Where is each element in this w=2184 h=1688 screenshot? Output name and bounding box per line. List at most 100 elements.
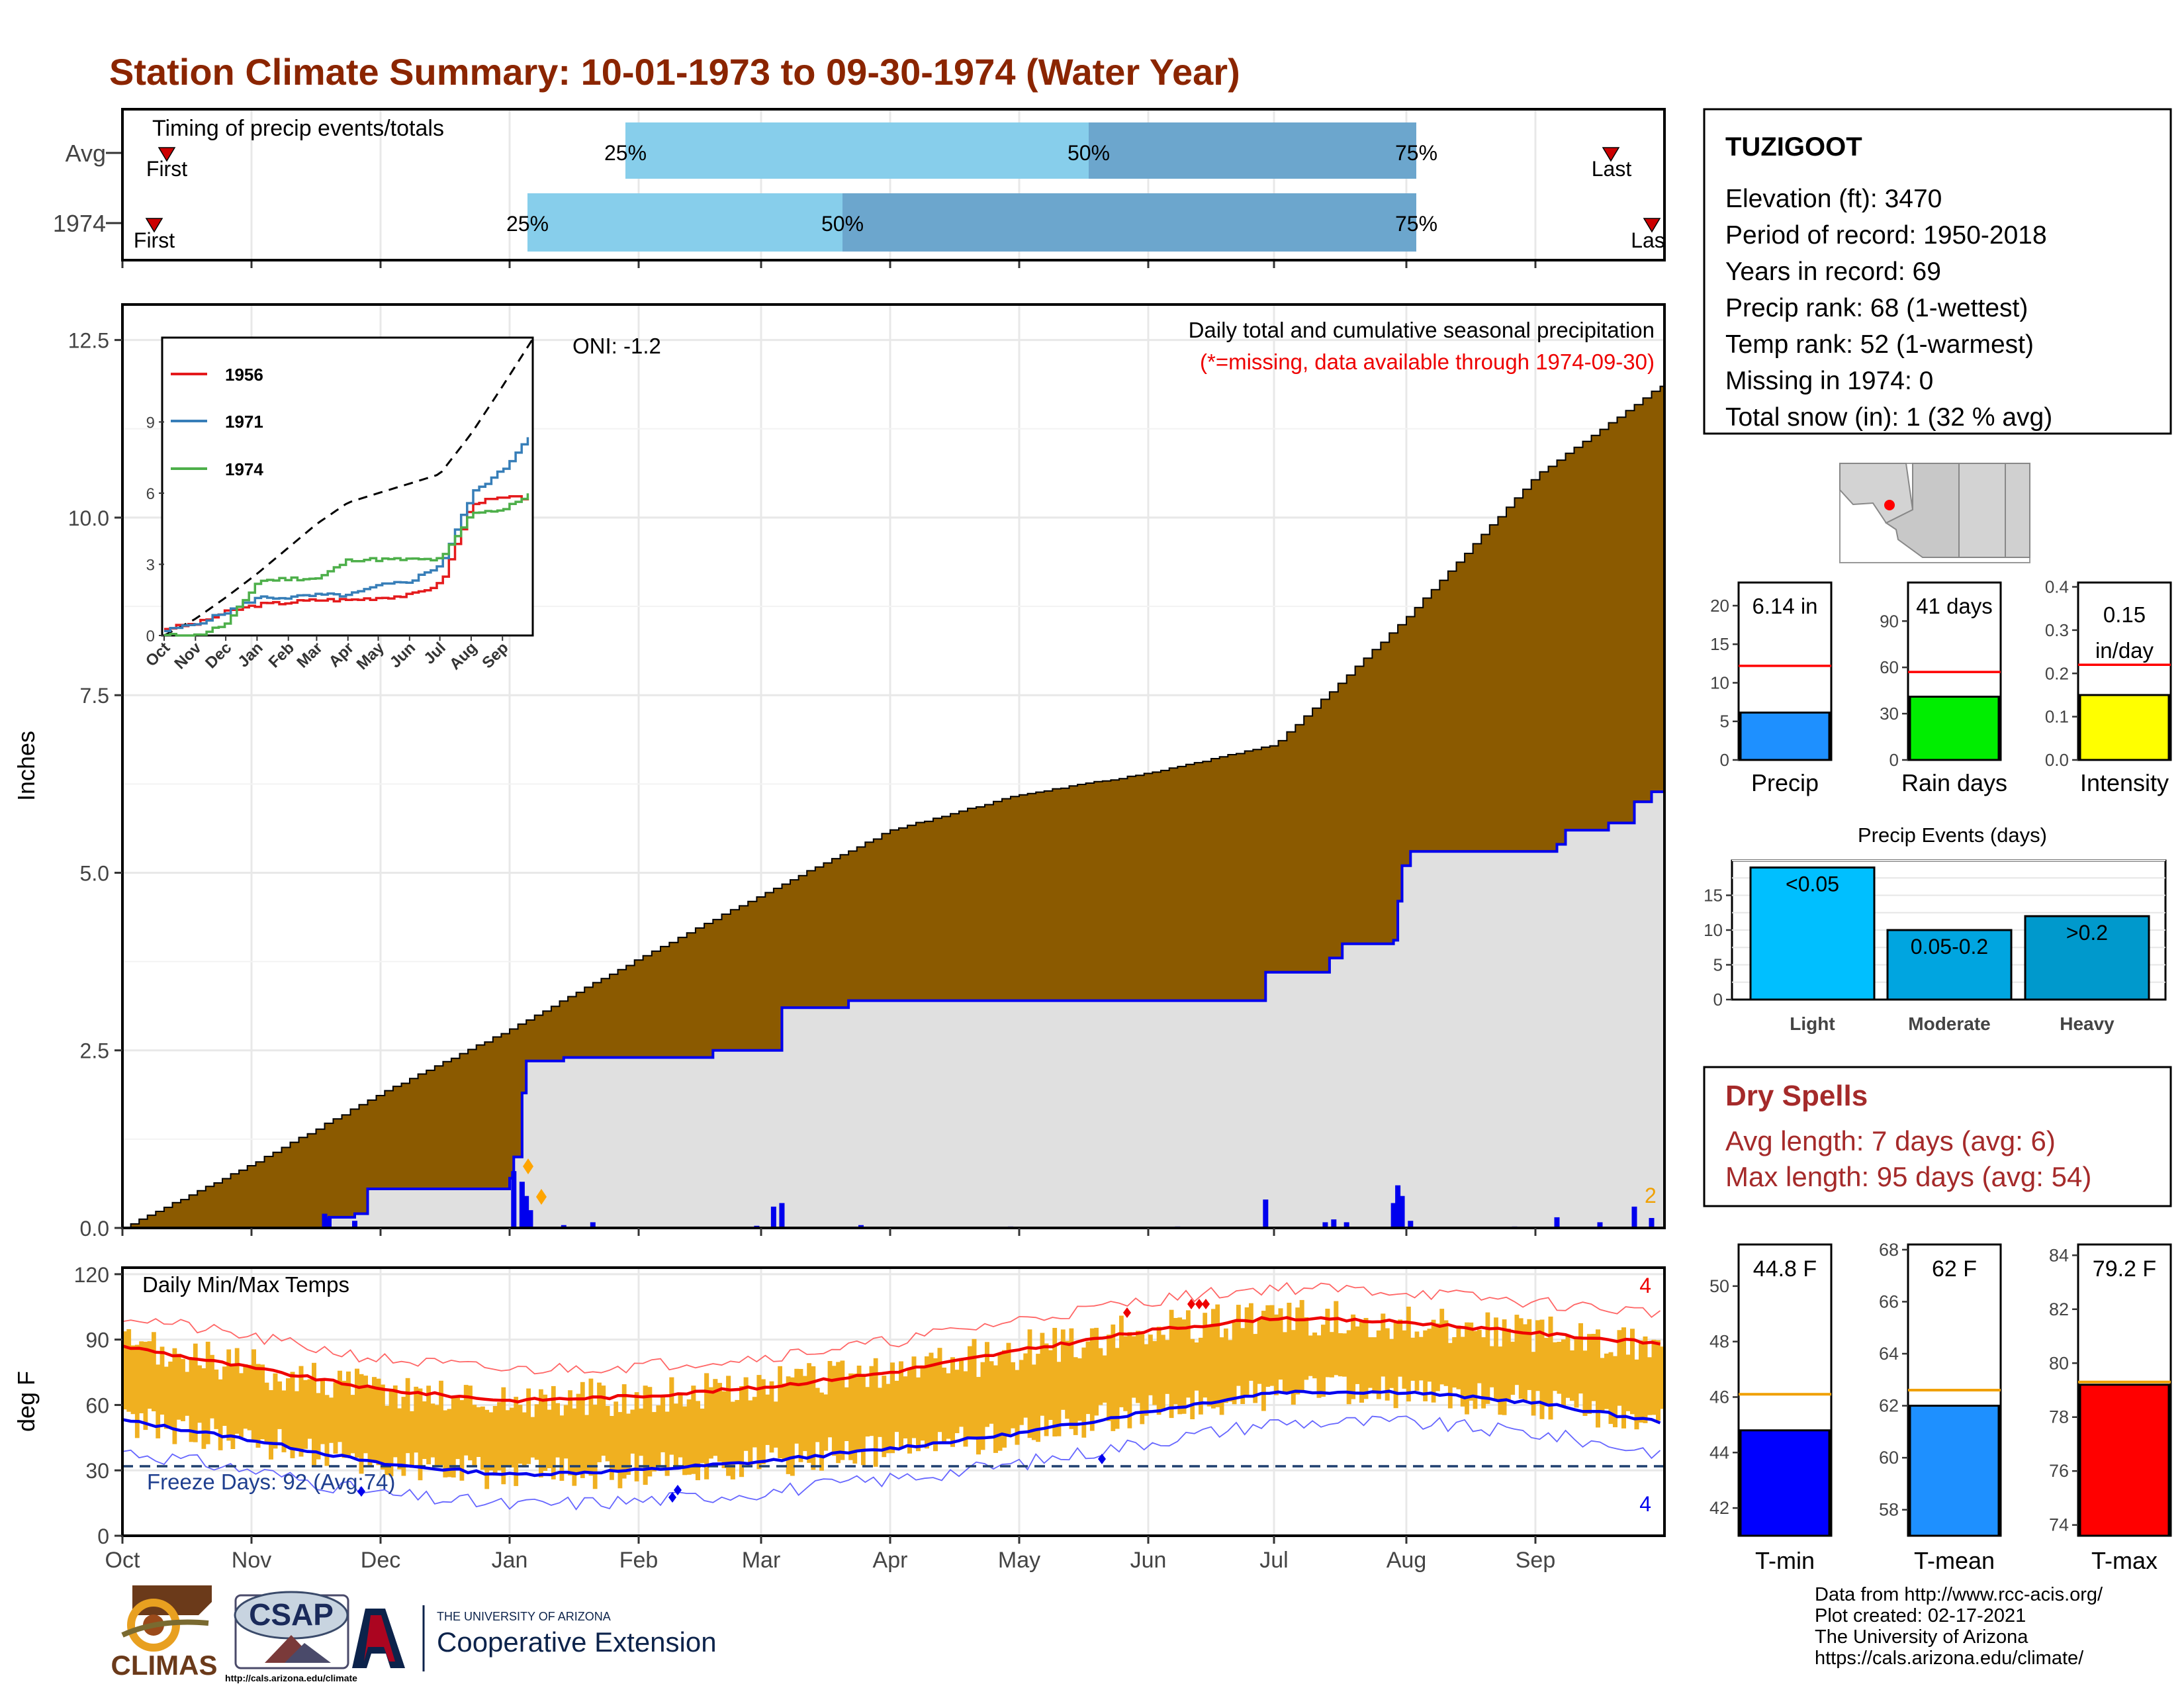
year-q25-q50-bar: [527, 193, 842, 252]
daily-temp-range-bar: [281, 1390, 287, 1452]
daily-temp-range-bar: [798, 1369, 803, 1462]
csap-logo: CSAP http://cals.arizona.edu/climate: [225, 1591, 357, 1683]
mini-bar-tick-label: 0.2: [2045, 663, 2069, 683]
daily-temp-range-bar: [1102, 1355, 1107, 1403]
freeze-days-label: Freeze Days: 92 (Avg:74): [147, 1470, 395, 1494]
daily-temp-range-bar: [1363, 1318, 1369, 1399]
daily-temp-range-bar: [1144, 1344, 1149, 1416]
precip-y-axis-label: Inches: [13, 731, 40, 801]
daily-temp-range-bar: [526, 1388, 531, 1464]
daily-temp-range-bar: [634, 1392, 639, 1481]
daily-temp-range-bar: [950, 1357, 955, 1447]
daily-temp-range-bar: [933, 1358, 938, 1452]
mini-bar-intensity: [2079, 694, 2170, 761]
daily-temp-range-bar: [1036, 1354, 1040, 1442]
daily-temp-range-bar: [1570, 1350, 1574, 1401]
daily-temp-range-bar: [1518, 1318, 1524, 1399]
mini-bar-category-label: Intensity: [2080, 769, 2169, 796]
y-tick-label: 60: [85, 1393, 109, 1417]
daily-temp-range-bar: [1553, 1342, 1557, 1391]
daily-temp-range-bar: [1040, 1333, 1045, 1416]
footer-data-source: Data from http://www.rcc-acis.org/: [1815, 1584, 2103, 1605]
daily-temp-range-bar: [307, 1379, 312, 1439]
daily-temp-range-bar: [1381, 1313, 1386, 1377]
daily-temp-range-bar: [942, 1368, 946, 1443]
daily-temp-range-bar: [660, 1395, 666, 1452]
daily-temp-range-bar: [1148, 1335, 1153, 1395]
daily-temp-range-bar: [1578, 1323, 1583, 1394]
daily-precip-bar: [352, 1221, 357, 1228]
daily-precip-bar: [590, 1222, 596, 1228]
daily-temp-range-bar: [1115, 1348, 1120, 1429]
daily-temp-range-bar: [476, 1407, 481, 1457]
daily-temp-range-bar: [1447, 1342, 1453, 1409]
record-low-line: [122, 1415, 1661, 1511]
mini-bar-value-label: 0.15: [2103, 602, 2146, 627]
daily-temp-range-bar: [1060, 1329, 1066, 1410]
csap-wordmark: CSAP: [249, 1597, 334, 1632]
temp-bar-tick-label: 60: [1879, 1448, 1899, 1468]
daily-temp-range-bar: [1544, 1338, 1549, 1407]
station-temp-rank: Temp rank: 52 (1-warmest): [1725, 330, 2034, 359]
daily-temp-range-bar: [1473, 1331, 1478, 1409]
daily-temp-range-bar: [303, 1380, 308, 1449]
daily-temp-range-bar: [717, 1383, 722, 1462]
daily-temp-range-bar: [1431, 1319, 1436, 1403]
daily-temp-range-bar: [273, 1373, 278, 1449]
daily-temp-range-bar: [1203, 1313, 1208, 1398]
daily-temp-range-bar: [1199, 1337, 1203, 1415]
daily-temp-range-bar: [1240, 1328, 1246, 1404]
daily-temp-range-bar: [1591, 1334, 1596, 1401]
record-high-count: 4: [1639, 1274, 1651, 1297]
daily-temp-range-bar: [980, 1362, 985, 1450]
daily-temp-range-bar: [1359, 1320, 1364, 1403]
y-tick-label: 5.0: [80, 861, 109, 885]
ua-name: THE UNIVERSITY OF ARIZONA: [437, 1610, 611, 1623]
daily-temp-range-bar: [1006, 1342, 1011, 1437]
daily-temp-range-bar: [1439, 1309, 1445, 1385]
daily-temp-range-bar: [1334, 1301, 1339, 1376]
daily-temp-range-bar: [1410, 1337, 1416, 1381]
daily-temp-range-bar: [997, 1354, 1003, 1451]
mini-bar-tick-label: 0.4: [2045, 577, 2069, 597]
daily-temp-range-bar: [903, 1376, 908, 1438]
daily-temp-range-bar: [815, 1387, 820, 1442]
daily-temp-range-bar: [497, 1402, 502, 1471]
daily-temp-range-bar: [1232, 1322, 1237, 1405]
daily-temp-range-bar: [1402, 1330, 1407, 1389]
daily-temp-range-bar: [355, 1368, 359, 1458]
daily-temp-range-bar: [210, 1354, 214, 1419]
daily-temp-range-bar: [363, 1376, 368, 1454]
daily-temp-range-bar: [756, 1375, 762, 1470]
daily-temp-range-bar: [1278, 1308, 1283, 1380]
daily-precip-bar: [779, 1203, 785, 1228]
inset-y-tick-label: 0: [146, 628, 155, 645]
daily-temp-range-bar: [463, 1385, 469, 1456]
daily-temp-range-bar: [1460, 1336, 1465, 1407]
events-tick-label: 0: [1713, 990, 1723, 1009]
precip-events-title: Precip Events (days): [1858, 823, 2047, 847]
daily-temp-range-bar: [819, 1392, 824, 1471]
event-category-label: Light: [1790, 1013, 1835, 1034]
mini-bar-value-label: 6.14 in: [1752, 594, 1817, 618]
precip-note-2: (*=missing, data available through 1974-…: [1200, 350, 1655, 374]
daily-precip-bar: [511, 1171, 517, 1228]
daily-temp-range-bar: [929, 1352, 934, 1445]
daily-temp-range-bar: [320, 1380, 325, 1444]
daily-temp-range-bar: [1295, 1307, 1300, 1395]
daily-temp-range-bar: [1548, 1316, 1553, 1420]
daily-temp-range-bar: [1367, 1337, 1373, 1388]
daily-temp-range-bar: [1094, 1327, 1099, 1416]
month-label: Aug: [1387, 1548, 1427, 1573]
daily-temp-range-bar: [1423, 1330, 1428, 1401]
daily-temp-range-bar: [1557, 1342, 1562, 1394]
daily-temp-range-bar: [1224, 1328, 1228, 1403]
month-label: Feb: [619, 1548, 659, 1573]
daily-temp-range-bar: [346, 1371, 351, 1456]
daily-temp-range-bar: [1435, 1323, 1440, 1391]
daily-temp-range-bar: [563, 1405, 569, 1459]
daily-temp-range-bar: [1152, 1340, 1158, 1405]
daily-temp-range-bar: [773, 1401, 778, 1448]
daily-temp-range-bar: [350, 1395, 355, 1454]
